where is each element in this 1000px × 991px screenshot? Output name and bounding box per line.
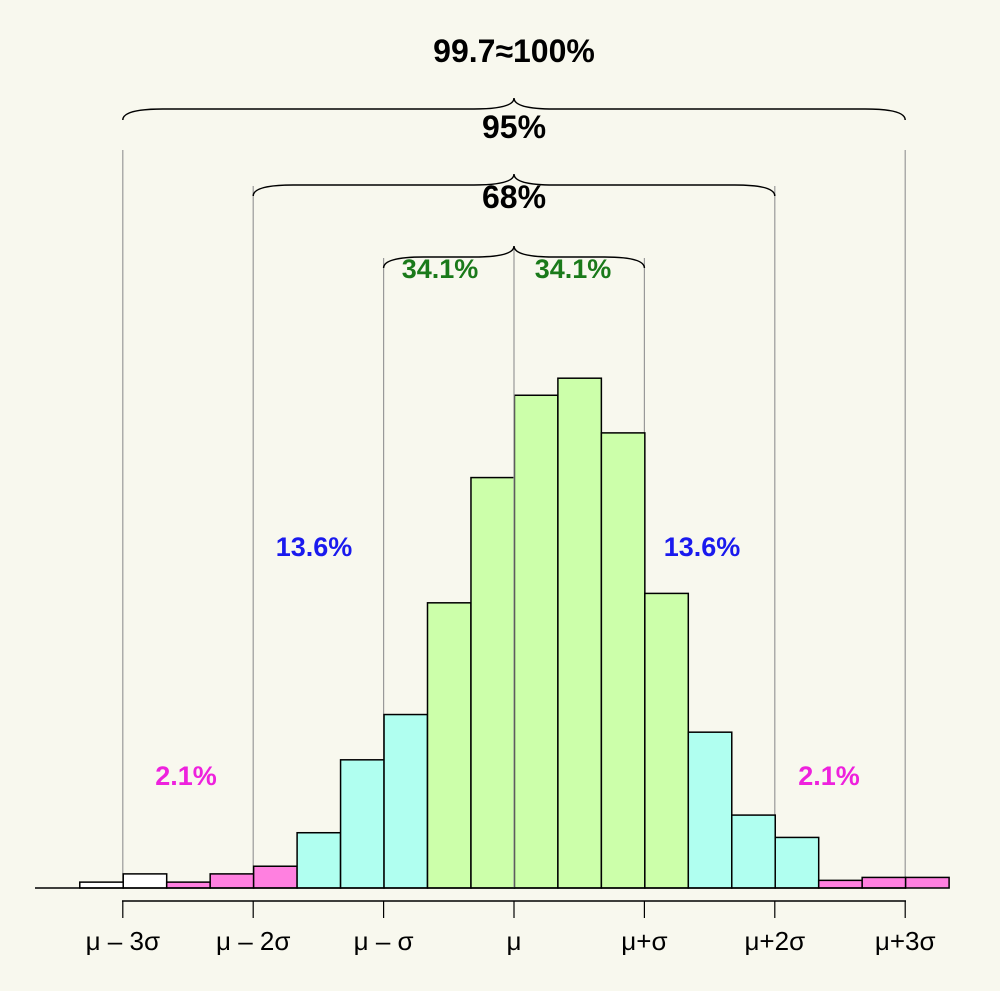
histogram-bar bbox=[904, 876, 950, 889]
histogram-bar bbox=[79, 881, 124, 889]
histogram-bar bbox=[426, 602, 472, 889]
percentage-annotation: 2.1% bbox=[155, 761, 217, 791]
histogram-bar bbox=[861, 876, 907, 889]
histogram-bar bbox=[644, 592, 690, 889]
histogram-bar bbox=[817, 879, 863, 889]
brace-label: 68% bbox=[482, 179, 546, 215]
percentage-annotation: 13.6% bbox=[276, 532, 353, 562]
x-tick-label: μ+3σ bbox=[875, 926, 936, 956]
percentage-annotation: 34.1% bbox=[535, 254, 612, 284]
histogram-bar bbox=[339, 759, 385, 889]
histogram-bar bbox=[600, 432, 646, 889]
x-tick-label: μ bbox=[507, 926, 522, 956]
histogram-bar bbox=[557, 377, 603, 889]
histogram-bar bbox=[296, 831, 342, 889]
histogram-bar bbox=[687, 731, 733, 889]
x-tick-label: μ+σ bbox=[621, 926, 667, 956]
percentage-annotation: 34.1% bbox=[402, 254, 479, 284]
histogram-bar bbox=[470, 476, 516, 889]
histogram-bar bbox=[513, 394, 559, 889]
x-tick-label: μ – 3σ bbox=[86, 926, 160, 956]
brace-label: 95% bbox=[482, 109, 546, 145]
histogram-bar bbox=[209, 873, 255, 889]
brace-label: 99.7≈100% bbox=[433, 33, 595, 69]
histogram-bar bbox=[774, 836, 820, 889]
x-tick-label: μ+2σ bbox=[744, 926, 805, 956]
range-brace bbox=[122, 97, 906, 121]
histogram-bar bbox=[252, 865, 298, 889]
x-tick-label: μ – σ bbox=[354, 926, 414, 956]
histogram-bar bbox=[165, 881, 211, 889]
percentage-annotation: 13.6% bbox=[664, 532, 741, 562]
percentage-annotation: 2.1% bbox=[798, 761, 860, 791]
histogram-bar bbox=[731, 814, 776, 889]
range-brace bbox=[382, 245, 646, 269]
histogram-bar bbox=[383, 713, 429, 889]
x-tick-label: μ – 2σ bbox=[216, 926, 290, 956]
histogram-bar bbox=[122, 873, 168, 889]
range-brace bbox=[252, 173, 776, 197]
